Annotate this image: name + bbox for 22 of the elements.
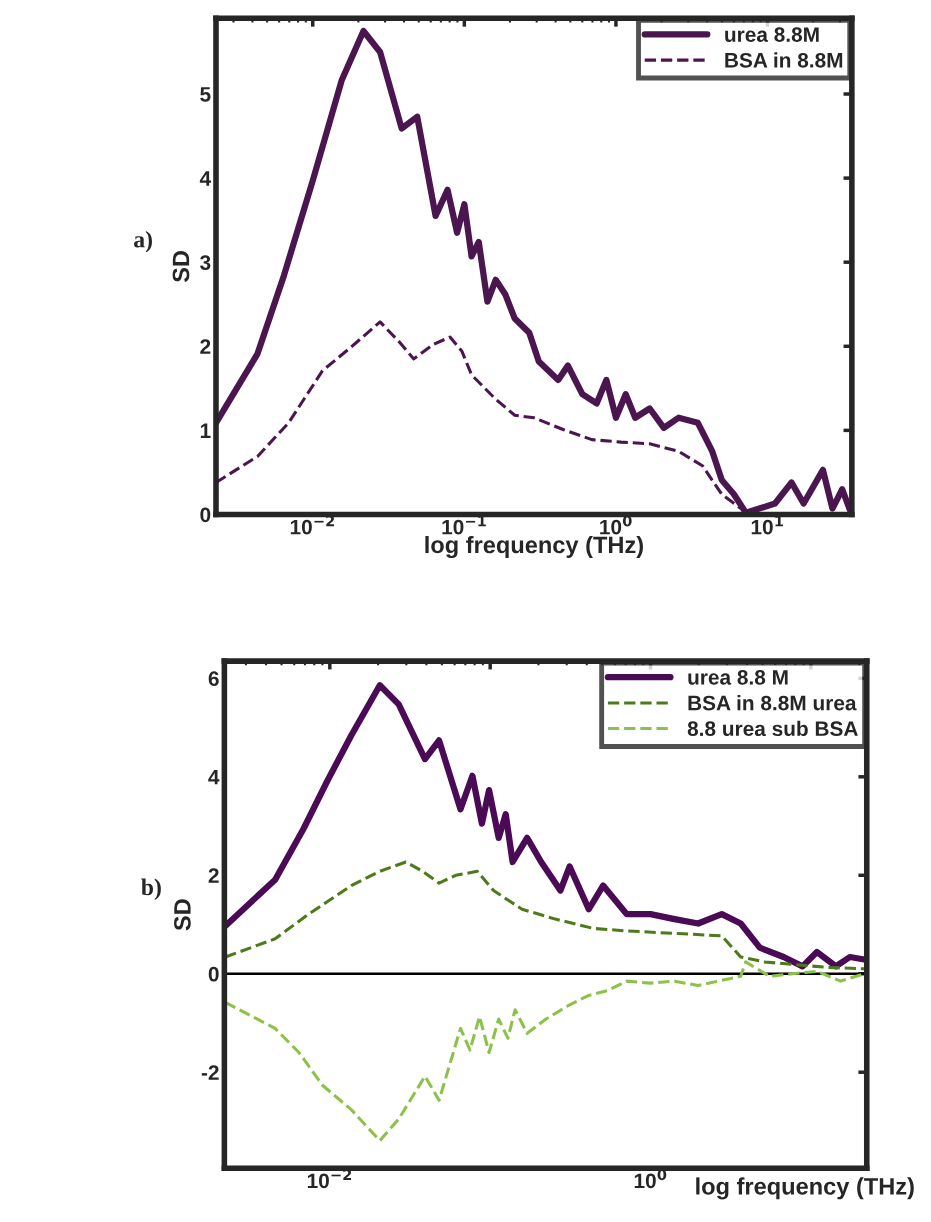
y-tick-label: 1 xyxy=(200,423,211,438)
y-tick-label: 4 xyxy=(208,770,220,785)
text: b) xyxy=(141,878,161,901)
y-axis-title: SD xyxy=(172,250,190,283)
y-tick-label: -2 xyxy=(201,1065,219,1080)
x-axis-title: log frequency (THz) xyxy=(696,1177,914,1200)
y-tick-label: 5 xyxy=(200,87,211,102)
legend-label: urea 8.8 M xyxy=(688,669,788,685)
legend-label: 8.8 urea sub BSA xyxy=(687,720,858,737)
legend-label: BSA in 8.8M urea xyxy=(688,695,857,711)
y-tick-label: 0 xyxy=(200,507,211,523)
y-tick-label: 6 xyxy=(208,671,219,687)
text: urea 8.8M xyxy=(725,27,819,42)
y-tick-label: 3 xyxy=(200,255,211,270)
y-tick-label: 0 xyxy=(208,966,219,982)
y-tick-label: 4 xyxy=(199,171,212,186)
x-axis-title: log frequency (THz) xyxy=(425,535,643,559)
legend-label: BSA in 8.8M xyxy=(725,52,843,68)
text: a) xyxy=(134,230,152,253)
y-tick-label: 2 xyxy=(208,868,219,883)
y-axis-title: SD xyxy=(174,899,191,931)
y-tick-label: 2 xyxy=(200,339,211,354)
